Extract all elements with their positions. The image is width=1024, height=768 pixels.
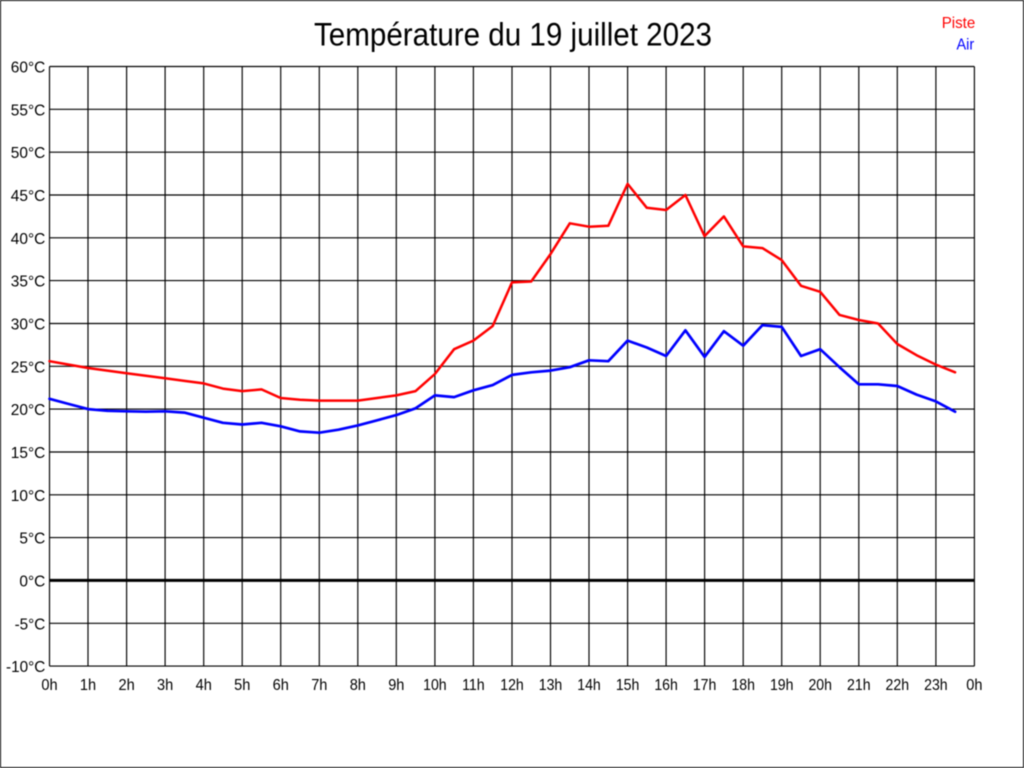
svg-text:-5°C: -5°C xyxy=(15,616,46,633)
svg-text:3h: 3h xyxy=(157,677,173,694)
svg-text:30°C: 30°C xyxy=(11,317,46,334)
svg-text:6h: 6h xyxy=(273,677,289,694)
svg-text:45°C: 45°C xyxy=(11,188,46,205)
svg-text:-10°C: -10°C xyxy=(6,659,45,676)
svg-text:10°C: 10°C xyxy=(11,488,46,505)
svg-text:Piste: Piste xyxy=(942,15,976,32)
svg-text:50°C: 50°C xyxy=(11,145,46,162)
svg-text:16h: 16h xyxy=(654,677,678,694)
svg-text:14h: 14h xyxy=(577,677,601,694)
svg-text:0°C: 0°C xyxy=(19,573,45,590)
svg-text:22h: 22h xyxy=(886,677,910,694)
svg-text:10h: 10h xyxy=(423,677,447,694)
svg-text:12h: 12h xyxy=(500,677,524,694)
svg-text:Température du 19 juillet 2023: Température du 19 juillet 2023 xyxy=(314,17,712,53)
svg-text:15h: 15h xyxy=(616,677,640,694)
svg-text:55°C: 55°C xyxy=(11,102,46,119)
svg-text:60°C: 60°C xyxy=(11,60,46,77)
svg-text:20h: 20h xyxy=(808,677,832,694)
svg-text:8h: 8h xyxy=(350,677,366,694)
svg-text:0h: 0h xyxy=(41,677,57,694)
svg-text:20°C: 20°C xyxy=(11,402,46,419)
svg-text:0h: 0h xyxy=(966,677,982,694)
svg-text:7h: 7h xyxy=(311,677,327,694)
svg-text:5h: 5h xyxy=(234,677,250,694)
svg-text:35°C: 35°C xyxy=(11,274,46,291)
svg-text:40°C: 40°C xyxy=(11,231,46,248)
svg-text:15°C: 15°C xyxy=(11,445,46,462)
svg-text:1h: 1h xyxy=(80,677,96,694)
svg-text:17h: 17h xyxy=(693,677,717,694)
svg-text:11h: 11h xyxy=(462,677,485,694)
svg-text:Air: Air xyxy=(957,37,975,54)
svg-text:5°C: 5°C xyxy=(19,531,45,548)
svg-text:25°C: 25°C xyxy=(11,359,46,376)
svg-text:19h: 19h xyxy=(770,677,794,694)
svg-text:4h: 4h xyxy=(196,677,212,694)
svg-text:13h: 13h xyxy=(539,677,563,694)
svg-text:9h: 9h xyxy=(388,677,404,694)
svg-text:23h: 23h xyxy=(924,677,948,694)
svg-text:18h: 18h xyxy=(731,677,755,694)
svg-text:21h: 21h xyxy=(847,677,871,694)
svg-text:2h: 2h xyxy=(119,677,135,694)
